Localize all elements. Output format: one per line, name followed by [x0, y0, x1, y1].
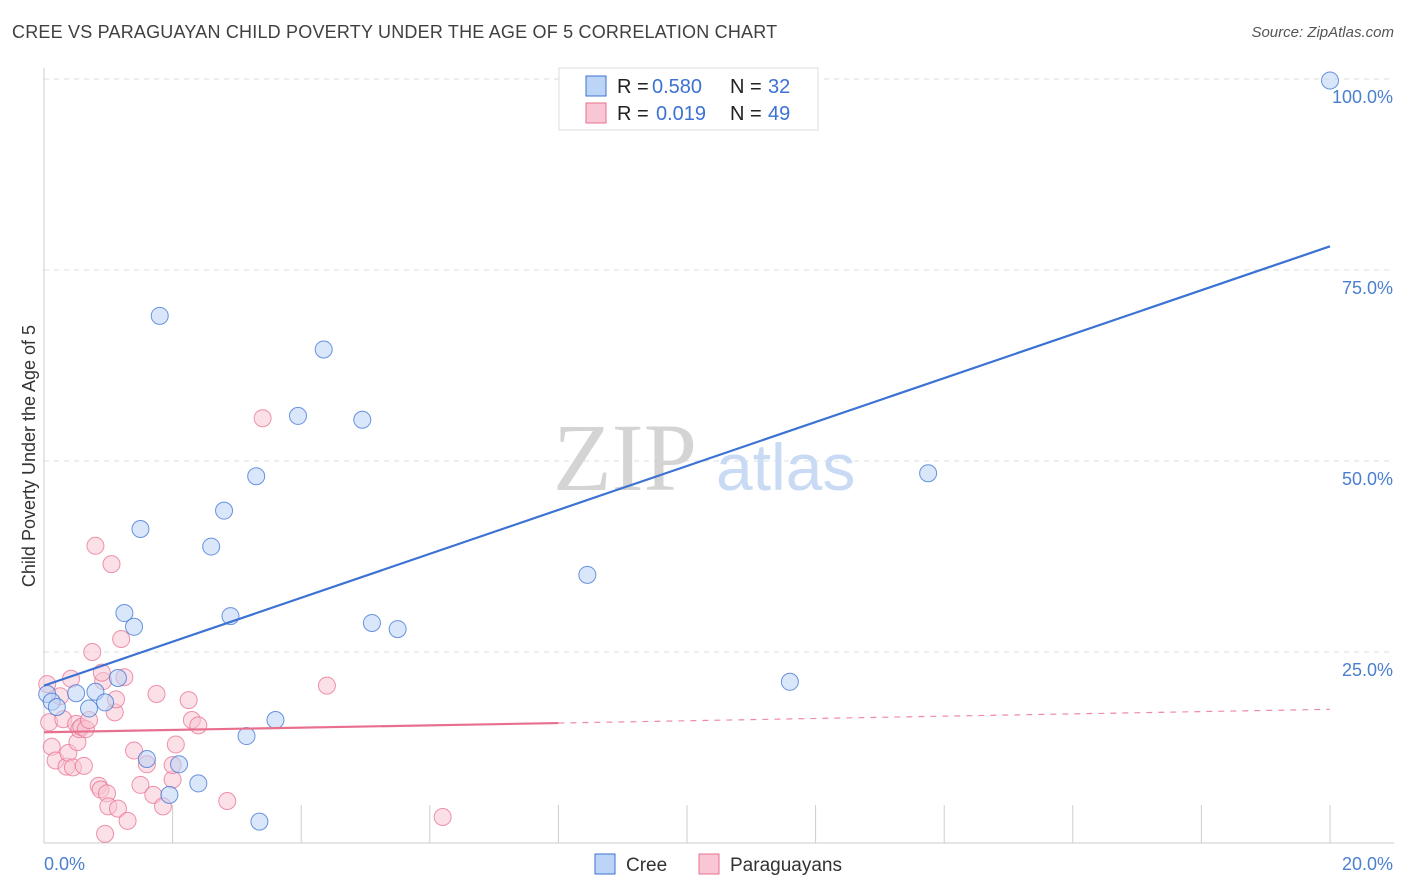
bottom-legend-swatch-cree: [594, 853, 616, 875]
y-tick-label-3: 100.0%: [1332, 87, 1393, 107]
paraguayan-point-14: [74, 756, 93, 775]
series-cree: [38, 71, 1339, 831]
watermark-atlas: atlas: [716, 430, 855, 504]
y-tick-label-0: 25.0%: [1342, 660, 1393, 680]
paraguayan-point-28: [108, 799, 127, 818]
x-axis-tick-labels: 0.0% 20.0%: [44, 854, 1393, 874]
y-tick-label-2: 75.0%: [1342, 278, 1393, 298]
x-tick-label-1: 20.0%: [1342, 854, 1393, 874]
cree-point-8: [115, 604, 134, 623]
cree-point-22: [266, 710, 285, 729]
cree-point-20: [247, 467, 266, 486]
paraguayan-point-46: [317, 676, 336, 695]
cree-point-21: [250, 812, 269, 831]
cree-point-6: [96, 693, 115, 712]
cree-point-23: [288, 406, 307, 425]
paraguayan-point-36: [147, 685, 166, 704]
paraguayan-point-33: [131, 775, 150, 794]
cree-point-16: [202, 537, 221, 556]
legend: R = 0.580 N = 32 R = 0.019 N = 49: [558, 67, 819, 131]
cree-trendline: [43, 245, 1331, 687]
cree-point-26: [362, 613, 381, 632]
paraguayan-point-25: [102, 555, 121, 574]
paraguayan-point-18: [86, 536, 105, 555]
cree-point-3: [67, 684, 86, 703]
y-axis-label: Child Poverty Under the Age of 5: [19, 325, 39, 587]
bottom-legend-paraguayans: Paraguayans: [730, 855, 842, 876]
chart-source: Source: ZipAtlas.com: [1251, 24, 1394, 41]
paraguayan-point-43: [189, 716, 208, 735]
cree-point-28: [578, 565, 597, 584]
cree-point-15: [189, 774, 208, 793]
cree-point-31: [1321, 71, 1339, 90]
cree-point-30: [919, 464, 938, 483]
paraguayan-point-45: [253, 409, 272, 428]
bottom-legend-cree: Cree: [626, 855, 667, 876]
axes: [43, 68, 1394, 844]
cree-point-24: [314, 340, 333, 359]
legend-cree-n-label: N =: [730, 76, 762, 98]
cree-point-11: [137, 749, 156, 768]
paraguayan-point-44: [218, 791, 237, 810]
chart-title: CREE VS PARAGUAYAN CHILD POVERTY UNDER T…: [12, 22, 778, 42]
y-tick-label-1: 50.0%: [1342, 469, 1393, 489]
bottom-legend: Cree Paraguayans: [594, 853, 842, 876]
cree-point-14: [170, 755, 189, 774]
x-tick-label-0: 0.0%: [44, 854, 85, 874]
cree-point-19: [237, 727, 256, 746]
legend-cree-n-value: 32: [768, 76, 790, 98]
watermark: ZIP atlas: [553, 404, 855, 511]
legend-swatch-cree: [585, 75, 607, 97]
legend-cree-r-label: R =: [617, 76, 649, 98]
cree-point-10: [131, 519, 150, 538]
cree-point-9: [125, 617, 144, 636]
gridlines: [44, 78, 1394, 653]
legend-paraguayans-r-label: R =: [617, 103, 649, 125]
paraguayan-point-32: [125, 741, 144, 760]
paraguayan-point-29: [112, 630, 131, 649]
cree-point-27: [388, 620, 407, 639]
paraguayan-trendline-extension: [558, 708, 1331, 724]
paraguayan-point-41: [179, 691, 198, 710]
paraguayan-point-47: [433, 808, 452, 827]
paraguayan-point-40: [166, 735, 185, 754]
bottom-legend-swatch-paraguayans: [698, 853, 720, 875]
legend-swatch-paraguayans: [585, 102, 607, 124]
cree-point-2: [47, 698, 66, 717]
legend-cree-r-value: 0.580: [652, 76, 702, 98]
paraguayan-point-31: [118, 811, 137, 830]
cree-point-25: [353, 410, 372, 429]
cree-point-7: [108, 668, 127, 687]
y-axis-tick-labels: 25.0% 50.0% 75.0% 100.0%: [1332, 87, 1393, 680]
cree-point-29: [780, 672, 799, 691]
legend-paraguayans-r-value: 0.019: [656, 103, 706, 125]
cree-point-13: [160, 785, 179, 804]
x-axis-ticks: [43, 805, 1331, 843]
cree-point-4: [80, 699, 99, 718]
trendlines: [43, 245, 1331, 734]
legend-paraguayans-n-value: 49: [768, 103, 790, 125]
cree-point-17: [215, 501, 234, 520]
paraguayan-trendline: [43, 721, 559, 734]
paraguayan-point-22: [96, 824, 115, 843]
cree-point-12: [150, 306, 169, 325]
paraguayan-point-17: [83, 643, 102, 661]
watermark-zip: ZIP: [553, 404, 697, 511]
legend-paraguayans-n-label: N =: [730, 103, 762, 125]
